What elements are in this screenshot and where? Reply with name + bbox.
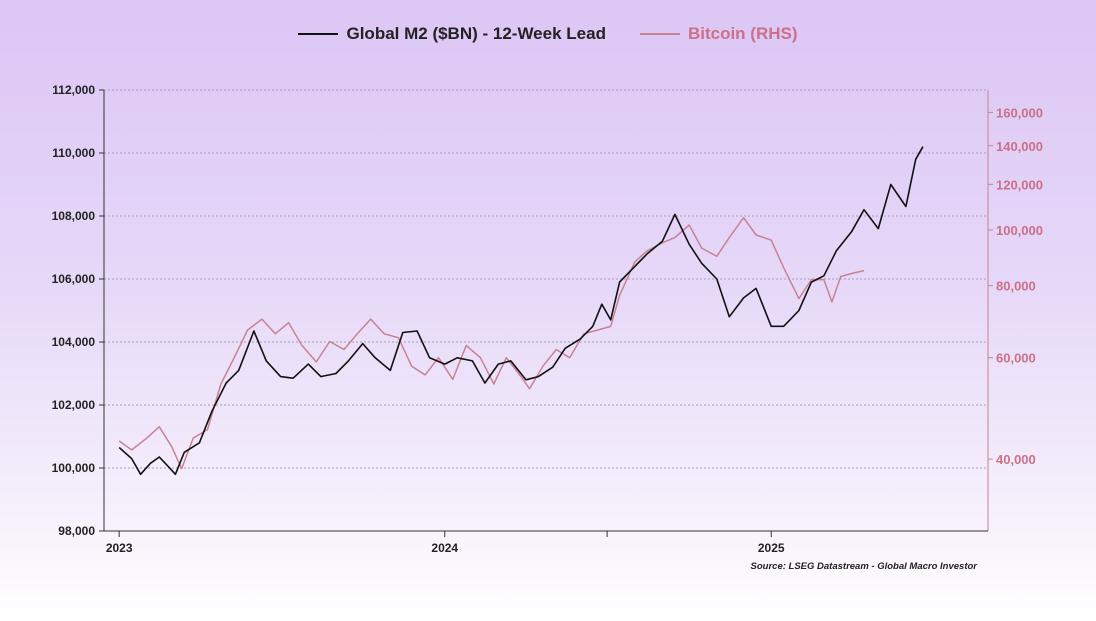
right-tick-label: 40,000 — [996, 452, 1036, 467]
legend-label-m2: Global M2 ($BN) - 12-Week Lead — [346, 24, 606, 43]
left-tick-label: 100,000 — [52, 461, 96, 475]
axes — [99, 89, 993, 537]
x-tick-label: 2023 — [106, 541, 133, 555]
left-tick-label: 112,000 — [52, 83, 95, 97]
series-line-global-m2 — [118, 146, 924, 476]
legend-swatch-m2 — [298, 33, 339, 35]
left-tick-label: 102,000 — [52, 398, 96, 412]
left-tick-label: 98,000 — [58, 524, 95, 538]
legend-item-bitcoin: Bitcoin (RHS) — [639, 24, 798, 44]
left-tick-label: 108,000 — [52, 209, 96, 223]
right-tick-label: 160,000 — [996, 105, 1043, 120]
right-tick-label: 120,000 — [996, 177, 1043, 192]
right-tick-label: 140,000 — [996, 139, 1043, 154]
right-tick-label: 60,000 — [996, 351, 1036, 366]
chart-legend: Global M2 ($BN) - 12-Week Lead Bitcoin (… — [0, 24, 1096, 44]
right-tick-label: 100,000 — [996, 223, 1043, 238]
x-tick-label: 2024 — [431, 541, 458, 555]
left-tick-label: 104,000 — [52, 335, 96, 349]
source-note: Source: LSEG Datastream - Global Macro I… — [751, 561, 979, 572]
left-tick-label: 106,000 — [52, 272, 96, 286]
left-tick-label: 110,000 — [52, 146, 95, 160]
right-tick-label: 80,000 — [996, 279, 1036, 294]
series-lines — [118, 146, 924, 476]
series-line-bitcoin — [118, 216, 865, 470]
x-tick-label: 2025 — [758, 541, 785, 555]
legend-label-bitcoin: Bitcoin (RHS) — [687, 24, 798, 43]
legend-item-m2: Global M2 ($BN) - 12-Week Lead — [298, 24, 606, 44]
gridlines — [104, 89, 988, 469]
legend-swatch-bitcoin — [639, 33, 680, 35]
tick-labels: 98,000 100,000 102,000 104,000 106,000 108,00… — [52, 83, 1043, 555]
